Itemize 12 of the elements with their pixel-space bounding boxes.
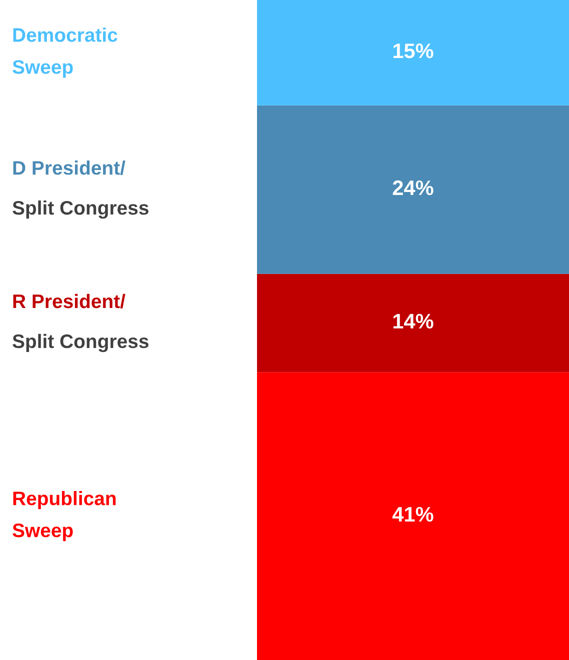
text: R President/ Split Congress [12, 294, 148, 352]
bar [257, 372, 569, 660]
data-label: 14% [393, 314, 434, 329]
data-label: 15% [393, 44, 434, 58]
text: Republican Sweep [12, 491, 116, 542]
text: D President/ Split Congress [12, 160, 148, 219]
bar [257, 105, 569, 274]
bar [257, 274, 569, 372]
data-label: 41% [392, 506, 434, 522]
text: Democratic Sweep [12, 28, 118, 78]
data-label: 24% [392, 180, 434, 196]
bar [257, 0, 569, 106]
